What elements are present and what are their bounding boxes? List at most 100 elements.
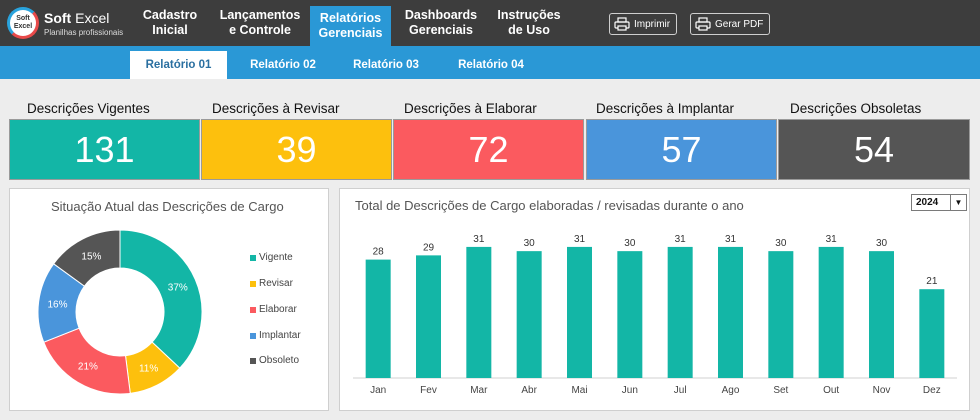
donut-data-label: 16%: [47, 300, 67, 311]
legend-item-revisar: Revisar: [250, 278, 293, 289]
kpi-label-vigentes: Descrições Vigentes: [27, 101, 150, 116]
legend-label: Revisar: [259, 278, 293, 289]
x-tick-label: Nov: [873, 385, 891, 396]
kpi-value-elaborar: 72: [393, 119, 584, 180]
legend-item-implantar: Implantar: [250, 330, 301, 341]
legend-item-elaborar: Elaborar: [250, 304, 297, 315]
kpi-value-obsoletas: 54: [778, 119, 970, 180]
bar-chart-title: Total de Descrições de Cargo elaboradas …: [355, 198, 744, 213]
printer-icon: [614, 17, 630, 31]
tab-relatorio-03[interactable]: Relatório 03: [353, 59, 419, 71]
logo-badge-bottom: Excel: [13, 23, 33, 30]
bar-data-label: 31: [675, 234, 687, 245]
legend-swatch: [250, 306, 256, 313]
x-tick-label: Fev: [420, 385, 437, 396]
bar-data-label: 31: [826, 234, 838, 245]
donut-chart: 37% 11% 21% 16% 15%: [37, 229, 203, 395]
legend-swatch: [250, 332, 256, 339]
x-tick-label: Out: [823, 385, 839, 396]
bar-out: [818, 246, 844, 378]
year-select[interactable]: 2024 ▼: [911, 194, 967, 211]
legend-label: Implantar: [259, 330, 301, 341]
bar-data-label: 28: [373, 247, 385, 258]
bar-fev: [416, 255, 441, 378]
bar-data-label: 21: [926, 276, 938, 287]
x-tick-label: Dez: [923, 385, 941, 396]
x-tick-label: Ago: [722, 385, 740, 396]
brand-name: Soft Excel: [44, 10, 109, 26]
nav-dashboards-gerenciais[interactable]: Dashboards Gerenciais: [404, 8, 478, 37]
legend-label: Vigente: [259, 252, 293, 263]
kpi-label-obsoletas: Descrições Obsoletas: [790, 101, 922, 116]
nav-lancamentos-controle[interactable]: Lançamentos e Controle: [219, 8, 301, 37]
donut-data-label: 21%: [78, 362, 98, 373]
x-tick-label: Jul: [674, 385, 687, 396]
bar-dez: [919, 289, 945, 378]
donut-data-label: 11%: [139, 364, 158, 375]
top-navigation-bar: Soft Excel Soft Excel Planilhas profissi…: [0, 0, 980, 46]
brand-name-bold: Soft: [44, 10, 72, 26]
donut-slice-vigente: [119, 229, 203, 369]
tab-relatorio-01[interactable]: Relatório 01: [130, 51, 227, 79]
donut-slice-obsoleto: [52, 229, 121, 287]
bar-chart-panel: [339, 188, 970, 411]
bar-data-label: 30: [876, 238, 888, 249]
bar-nov: [869, 251, 894, 378]
generate-pdf-button[interactable]: Gerar PDF: [690, 13, 771, 35]
bar-data-label: 30: [775, 238, 787, 249]
tab-relatorio-02[interactable]: Relatório 02: [250, 59, 316, 71]
bar-chart: 28 Jan 29 Fev 31 Mar 30 Abr 31 Mai 30 Jun 31 Jul 31 Ago…: [353, 234, 957, 396]
bar-data-label: 31: [725, 234, 737, 245]
print-button[interactable]: Imprimir: [609, 13, 678, 35]
brand-tagline: Planilhas profissionais: [44, 28, 124, 37]
donut-chart-title: Situação Atual das Descrições de Cargo: [51, 199, 284, 214]
kpi-value-revisar: 39: [201, 119, 392, 180]
year-select-value: 2024: [916, 197, 939, 208]
nav-instrucoes-de-uso[interactable]: Instruções de Uso: [497, 8, 561, 37]
kpi-label-revisar: Descrições à Revisar: [212, 101, 340, 116]
bar-abr: [516, 251, 542, 378]
legend-swatch: [250, 357, 256, 364]
x-tick-label: Jan: [370, 385, 386, 396]
kpi-value-implantar: 57: [586, 119, 777, 180]
bar-mai: [567, 246, 592, 378]
x-tick-label: Set: [773, 385, 788, 396]
x-tick-label: Mai: [571, 385, 587, 396]
bar-data-label: 30: [624, 238, 636, 249]
x-tick-label: Jun: [622, 385, 638, 396]
legend-swatch: [250, 254, 256, 261]
bar-jan: [365, 259, 391, 378]
donut-data-label: 37%: [168, 282, 188, 293]
bar-data-label: 31: [574, 234, 586, 245]
bar-data-label: 30: [524, 238, 536, 249]
chevron-down-icon[interactable]: ▼: [950, 195, 966, 210]
kpi-value-vigentes: 131: [9, 119, 200, 180]
bar-data-label: 31: [473, 234, 485, 245]
report-tabs-bar: Relatório 01 Relatório 02 Relatório 03 R…: [0, 46, 980, 79]
legend-swatch: [250, 280, 256, 287]
print-label: Imprimir: [634, 18, 671, 30]
legend-label: Obsoleto: [259, 355, 300, 366]
printer-icon: [695, 17, 711, 31]
logo-badge-icon: Soft Excel: [7, 7, 39, 39]
x-tick-label: Abr: [521, 385, 537, 396]
logo-badge-top: Soft: [16, 15, 30, 22]
kpi-label-implantar: Descrições à Implantar: [596, 101, 735, 116]
x-tick-label: Mar: [470, 385, 488, 396]
bar-jun: [617, 251, 643, 378]
kpi-label-elaborar: Descrições à Elaborar: [404, 101, 537, 116]
legend-label: Elaborar: [259, 304, 297, 315]
soft-excel-logo: Soft Excel Soft Excel Planilhas profissi…: [7, 7, 137, 41]
tab-relatorio-04[interactable]: Relatório 04: [458, 59, 524, 71]
bar-set: [768, 251, 794, 378]
bar-data-label: 29: [423, 242, 435, 253]
nav-relatorios-gerenciais[interactable]: Relatórios Gerenciais: [310, 6, 391, 46]
bar-jul: [667, 246, 693, 378]
legend-item-obsoleto: Obsoleto: [250, 355, 299, 366]
nav-cadastro-inicial[interactable]: Cadastro Inicial: [142, 8, 198, 37]
donut-data-label: 15%: [81, 251, 101, 262]
legend-item-vigente: Vigente: [250, 252, 293, 263]
pdf-label: Gerar PDF: [715, 18, 764, 30]
bar-mar: [466, 246, 492, 378]
bar-ago: [718, 246, 743, 378]
